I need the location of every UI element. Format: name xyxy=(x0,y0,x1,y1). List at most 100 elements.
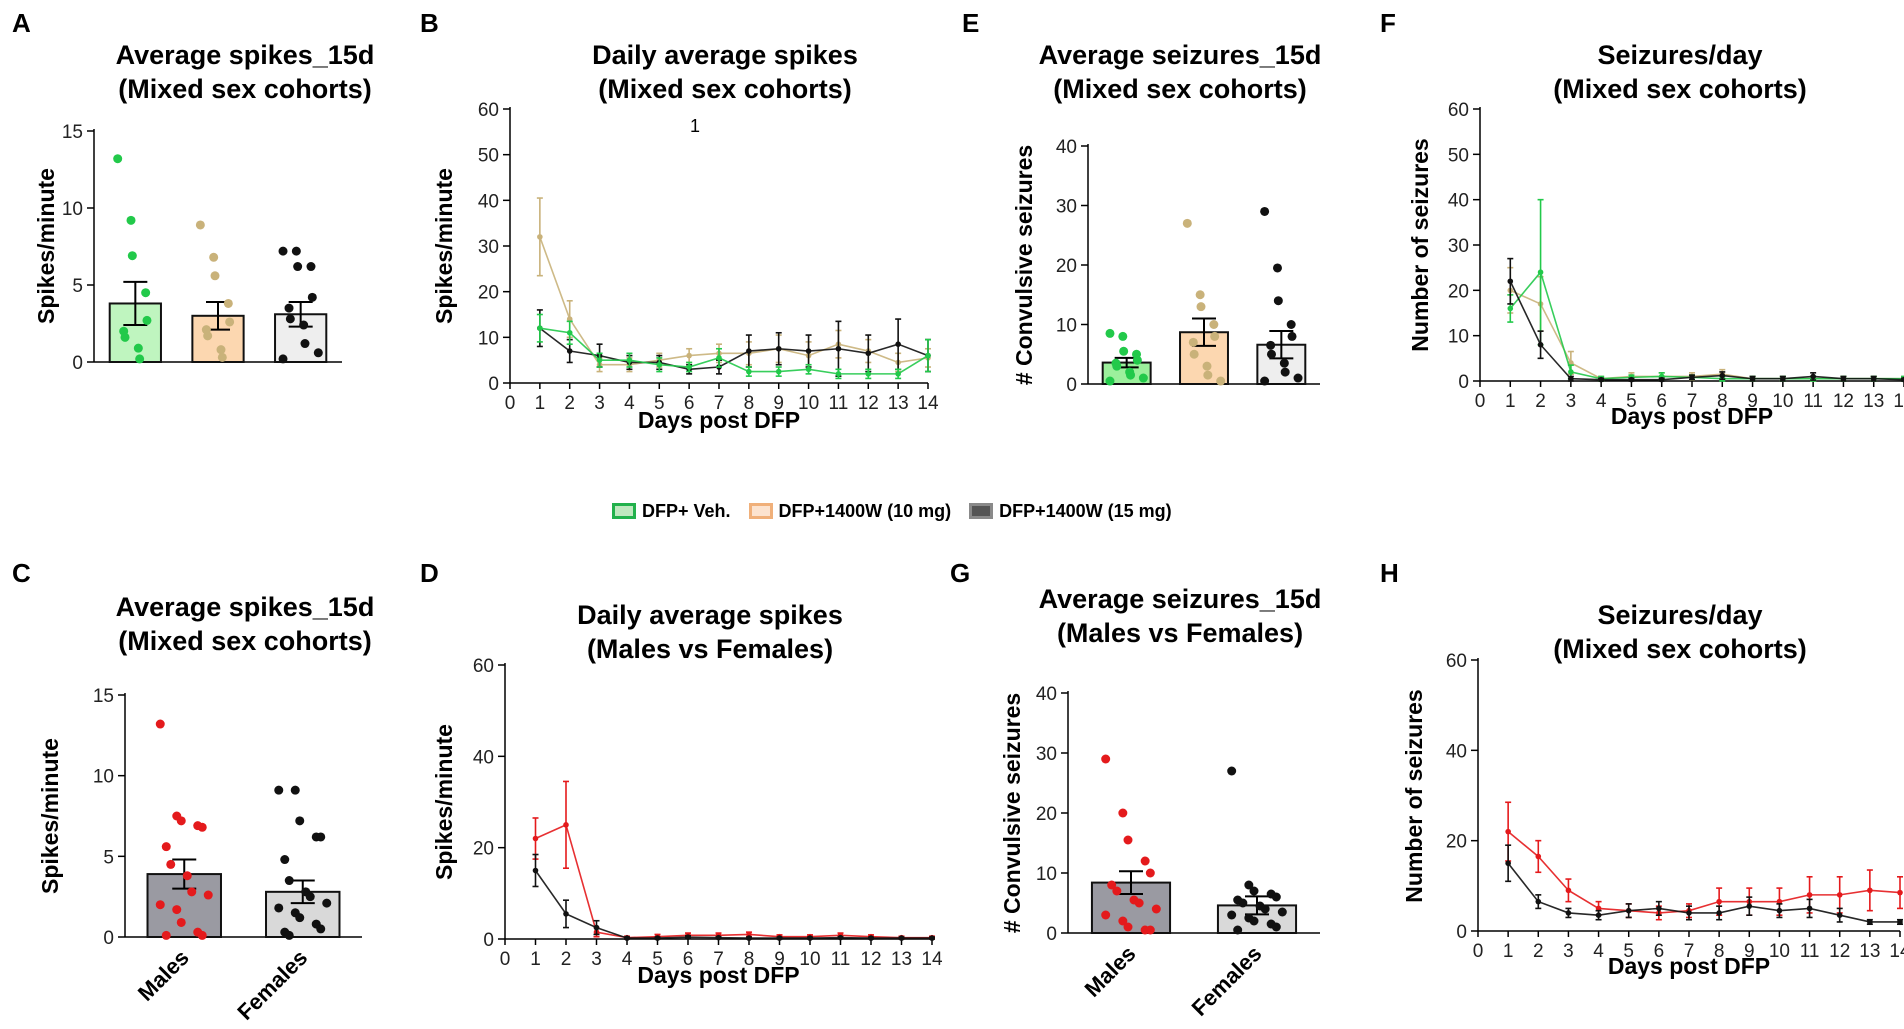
data-point xyxy=(155,719,165,729)
data-point xyxy=(295,816,305,826)
data-point xyxy=(316,924,326,934)
x-tick-label: 13 xyxy=(891,949,912,970)
data-point xyxy=(895,341,901,347)
data-point xyxy=(203,890,213,900)
data-point xyxy=(161,930,171,940)
data-point xyxy=(1686,910,1692,916)
x-tick-label: 13 xyxy=(1859,941,1880,962)
y-tick-label: 20 xyxy=(1448,281,1469,302)
data-point xyxy=(746,348,752,354)
data-point xyxy=(805,366,812,373)
data-point xyxy=(290,785,300,795)
panel-letter: G xyxy=(950,558,971,588)
legend-label: DFP+1400W (10 mg) xyxy=(778,500,952,521)
data-point xyxy=(1271,922,1281,932)
panel-title-line2: (Males vs Females) xyxy=(1056,618,1304,648)
chart-A: 0 5 10 15 Spikes/minute xyxy=(33,122,342,374)
data-point xyxy=(1101,754,1111,764)
y-tick-label: 30 xyxy=(1448,236,1469,257)
data-point xyxy=(566,348,573,354)
data-point xyxy=(274,785,284,795)
data-point xyxy=(197,822,207,832)
y-tick-label: 40 xyxy=(1446,741,1467,762)
panel-letter: A xyxy=(12,8,31,38)
x-tick-label: 11 xyxy=(1800,941,1820,962)
y-tick-label: 10 xyxy=(93,767,114,788)
panel-letter: B xyxy=(420,8,439,38)
panel-letter: H xyxy=(1380,558,1399,588)
data-point xyxy=(1196,302,1206,312)
panel-G: G Average seizures_15d (Males vs Females… xyxy=(950,550,1380,1029)
data-point xyxy=(1126,370,1136,380)
x-category-label: Females xyxy=(232,945,312,1025)
panel-title-line1: Average seizures_15d xyxy=(1038,584,1322,614)
y-tick-label: 20 xyxy=(473,839,494,860)
x-tick-label: 8 xyxy=(1717,391,1728,412)
data-point xyxy=(1507,305,1514,312)
data-point xyxy=(1189,349,1199,359)
panel-A: A Average spikes_15d (Mixed sex cohorts)… xyxy=(0,0,420,420)
x-category-label: Males xyxy=(133,945,194,1006)
panel-title-line1: Average spikes_15d xyxy=(115,592,375,622)
x-tick-label: 9 xyxy=(774,949,785,970)
data-point xyxy=(1249,916,1259,926)
data-point xyxy=(217,352,227,362)
data-point xyxy=(1776,907,1783,914)
data-point xyxy=(1195,290,1205,300)
data-point xyxy=(656,361,663,368)
x-tick-label: 3 xyxy=(591,949,602,970)
y-tick-label: 20 xyxy=(478,283,499,304)
data-point xyxy=(1238,898,1248,908)
legend-item: DFP+1400W (15 mg) xyxy=(969,501,1172,522)
y-tick-label: 10 xyxy=(62,199,83,220)
data-point xyxy=(1272,263,1282,273)
x-tick-label: 10 xyxy=(1772,391,1793,412)
x-tick-label: 12 xyxy=(1833,391,1854,412)
series-line xyxy=(1509,280,1904,381)
data-point xyxy=(1105,328,1115,338)
y-axis-label: Number of seizures xyxy=(1401,689,1427,902)
x-tick-label: 14 xyxy=(917,393,939,414)
data-point xyxy=(1260,206,1270,216)
x-tick-label: 7 xyxy=(1684,941,1695,962)
data-point xyxy=(929,935,935,941)
data-point xyxy=(1776,898,1783,905)
panel-title-line2: (Mixed sex cohorts) xyxy=(1553,74,1807,104)
data-point xyxy=(1840,375,1847,382)
data-point xyxy=(1656,905,1662,912)
panel-title: Seizures/day (Mixed sex cohorts) xyxy=(1510,598,1850,666)
data-point xyxy=(285,314,295,324)
data-point xyxy=(1210,331,1220,341)
data-point xyxy=(566,329,573,336)
data-point xyxy=(1101,910,1111,920)
x-tick-label: 1 xyxy=(535,393,546,414)
x-tick-label: 2 xyxy=(1535,391,1546,412)
data-point xyxy=(203,331,213,341)
x-tick-label: 4 xyxy=(624,393,635,414)
data-point xyxy=(895,371,901,377)
data-point xyxy=(593,924,600,931)
data-point xyxy=(1244,880,1254,890)
data-point xyxy=(686,364,692,370)
data-point xyxy=(1287,331,1297,341)
data-point xyxy=(295,913,305,923)
data-point xyxy=(563,911,569,917)
data-point xyxy=(1145,925,1155,935)
panel-title-line1: Average seizures_15d xyxy=(1038,40,1322,70)
data-point xyxy=(563,822,569,828)
data-point xyxy=(284,876,294,886)
data-point xyxy=(1118,916,1128,926)
data-point xyxy=(1271,892,1281,902)
x-tick-label: 12 xyxy=(1829,941,1850,962)
legend-item: DFP+1400W (10 mg) xyxy=(748,500,952,522)
data-point xyxy=(1132,355,1142,365)
data-point xyxy=(835,345,842,352)
data-point xyxy=(1216,376,1226,386)
data-point xyxy=(776,935,783,941)
data-point xyxy=(532,867,539,874)
x-tick-label: 14 xyxy=(1893,391,1904,412)
data-point xyxy=(715,934,722,941)
x-tick-label: 8 xyxy=(1714,941,1725,962)
data-point xyxy=(1105,376,1115,386)
